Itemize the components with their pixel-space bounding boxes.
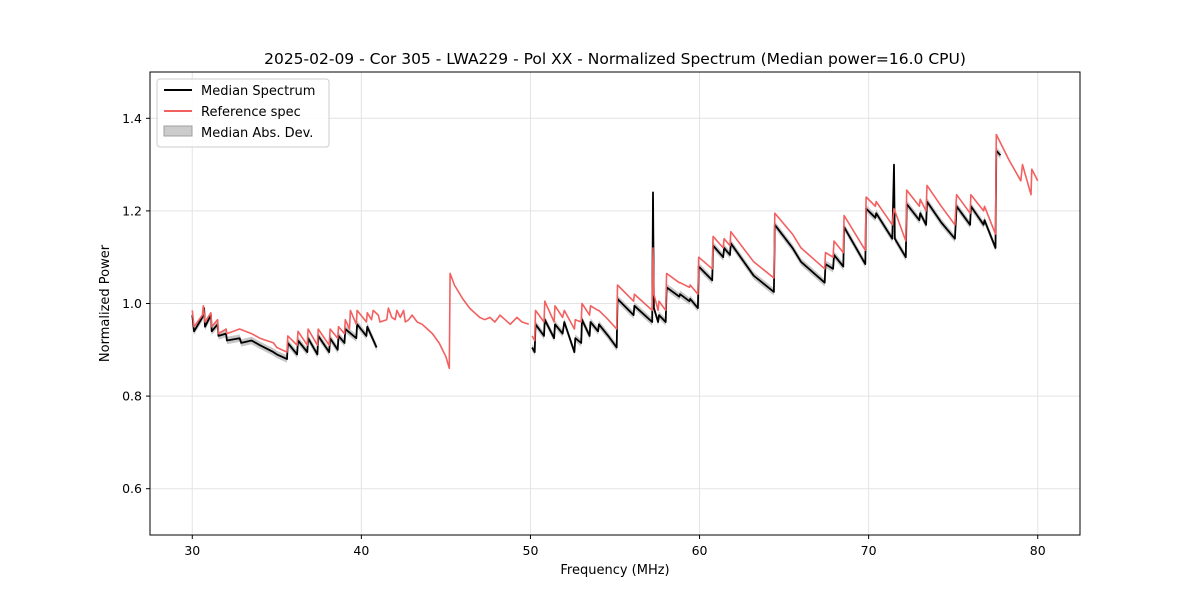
- x-tick-label: 50: [523, 543, 539, 558]
- y-tick-label: 1.0: [122, 296, 142, 311]
- x-axis-label: Frequency (MHz): [560, 563, 669, 578]
- chart-title: 2025-02-09 - Cor 305 - LWA229 - Pol XX -…: [264, 50, 966, 68]
- median-spectrum-series: [191, 149, 1002, 361]
- y-axis-label: Normalized Power: [98, 244, 113, 362]
- median-spectrum-line: [531, 149, 1002, 354]
- median-spectrum-line: [191, 307, 378, 361]
- reference-spec-line: [531, 133, 1039, 342]
- legend-reference-label: Reference spec: [201, 105, 301, 120]
- y-tick-label: 1.4: [122, 111, 142, 126]
- legend-box: [156, 78, 330, 148]
- legend-median-label: Median Spectrum: [201, 84, 315, 99]
- legend: Median Spectrum Reference spec Median Ab…: [156, 78, 330, 148]
- y-tick-label: 0.6: [122, 481, 142, 496]
- x-tick-label: 30: [184, 543, 200, 558]
- x-tick-label: 60: [692, 543, 708, 558]
- reference-spec-series: [191, 133, 1039, 370]
- legend-mad-swatch: [163, 125, 193, 137]
- grid: [150, 72, 1080, 535]
- legend-mad-label: Median Abs. Dev.: [201, 126, 313, 141]
- x-tick-label: 80: [1030, 543, 1046, 558]
- x-tick-label: 40: [353, 543, 369, 558]
- y-tick-label: 0.8: [122, 389, 142, 404]
- axis-ticks: 30 40 50 60 70 80 0.6 0.8 1.0 1.2 1.4: [122, 111, 1046, 558]
- reference-spec-line: [191, 272, 530, 370]
- y-tick-label: 1.2: [122, 203, 142, 218]
- x-tick-label: 70: [861, 543, 877, 558]
